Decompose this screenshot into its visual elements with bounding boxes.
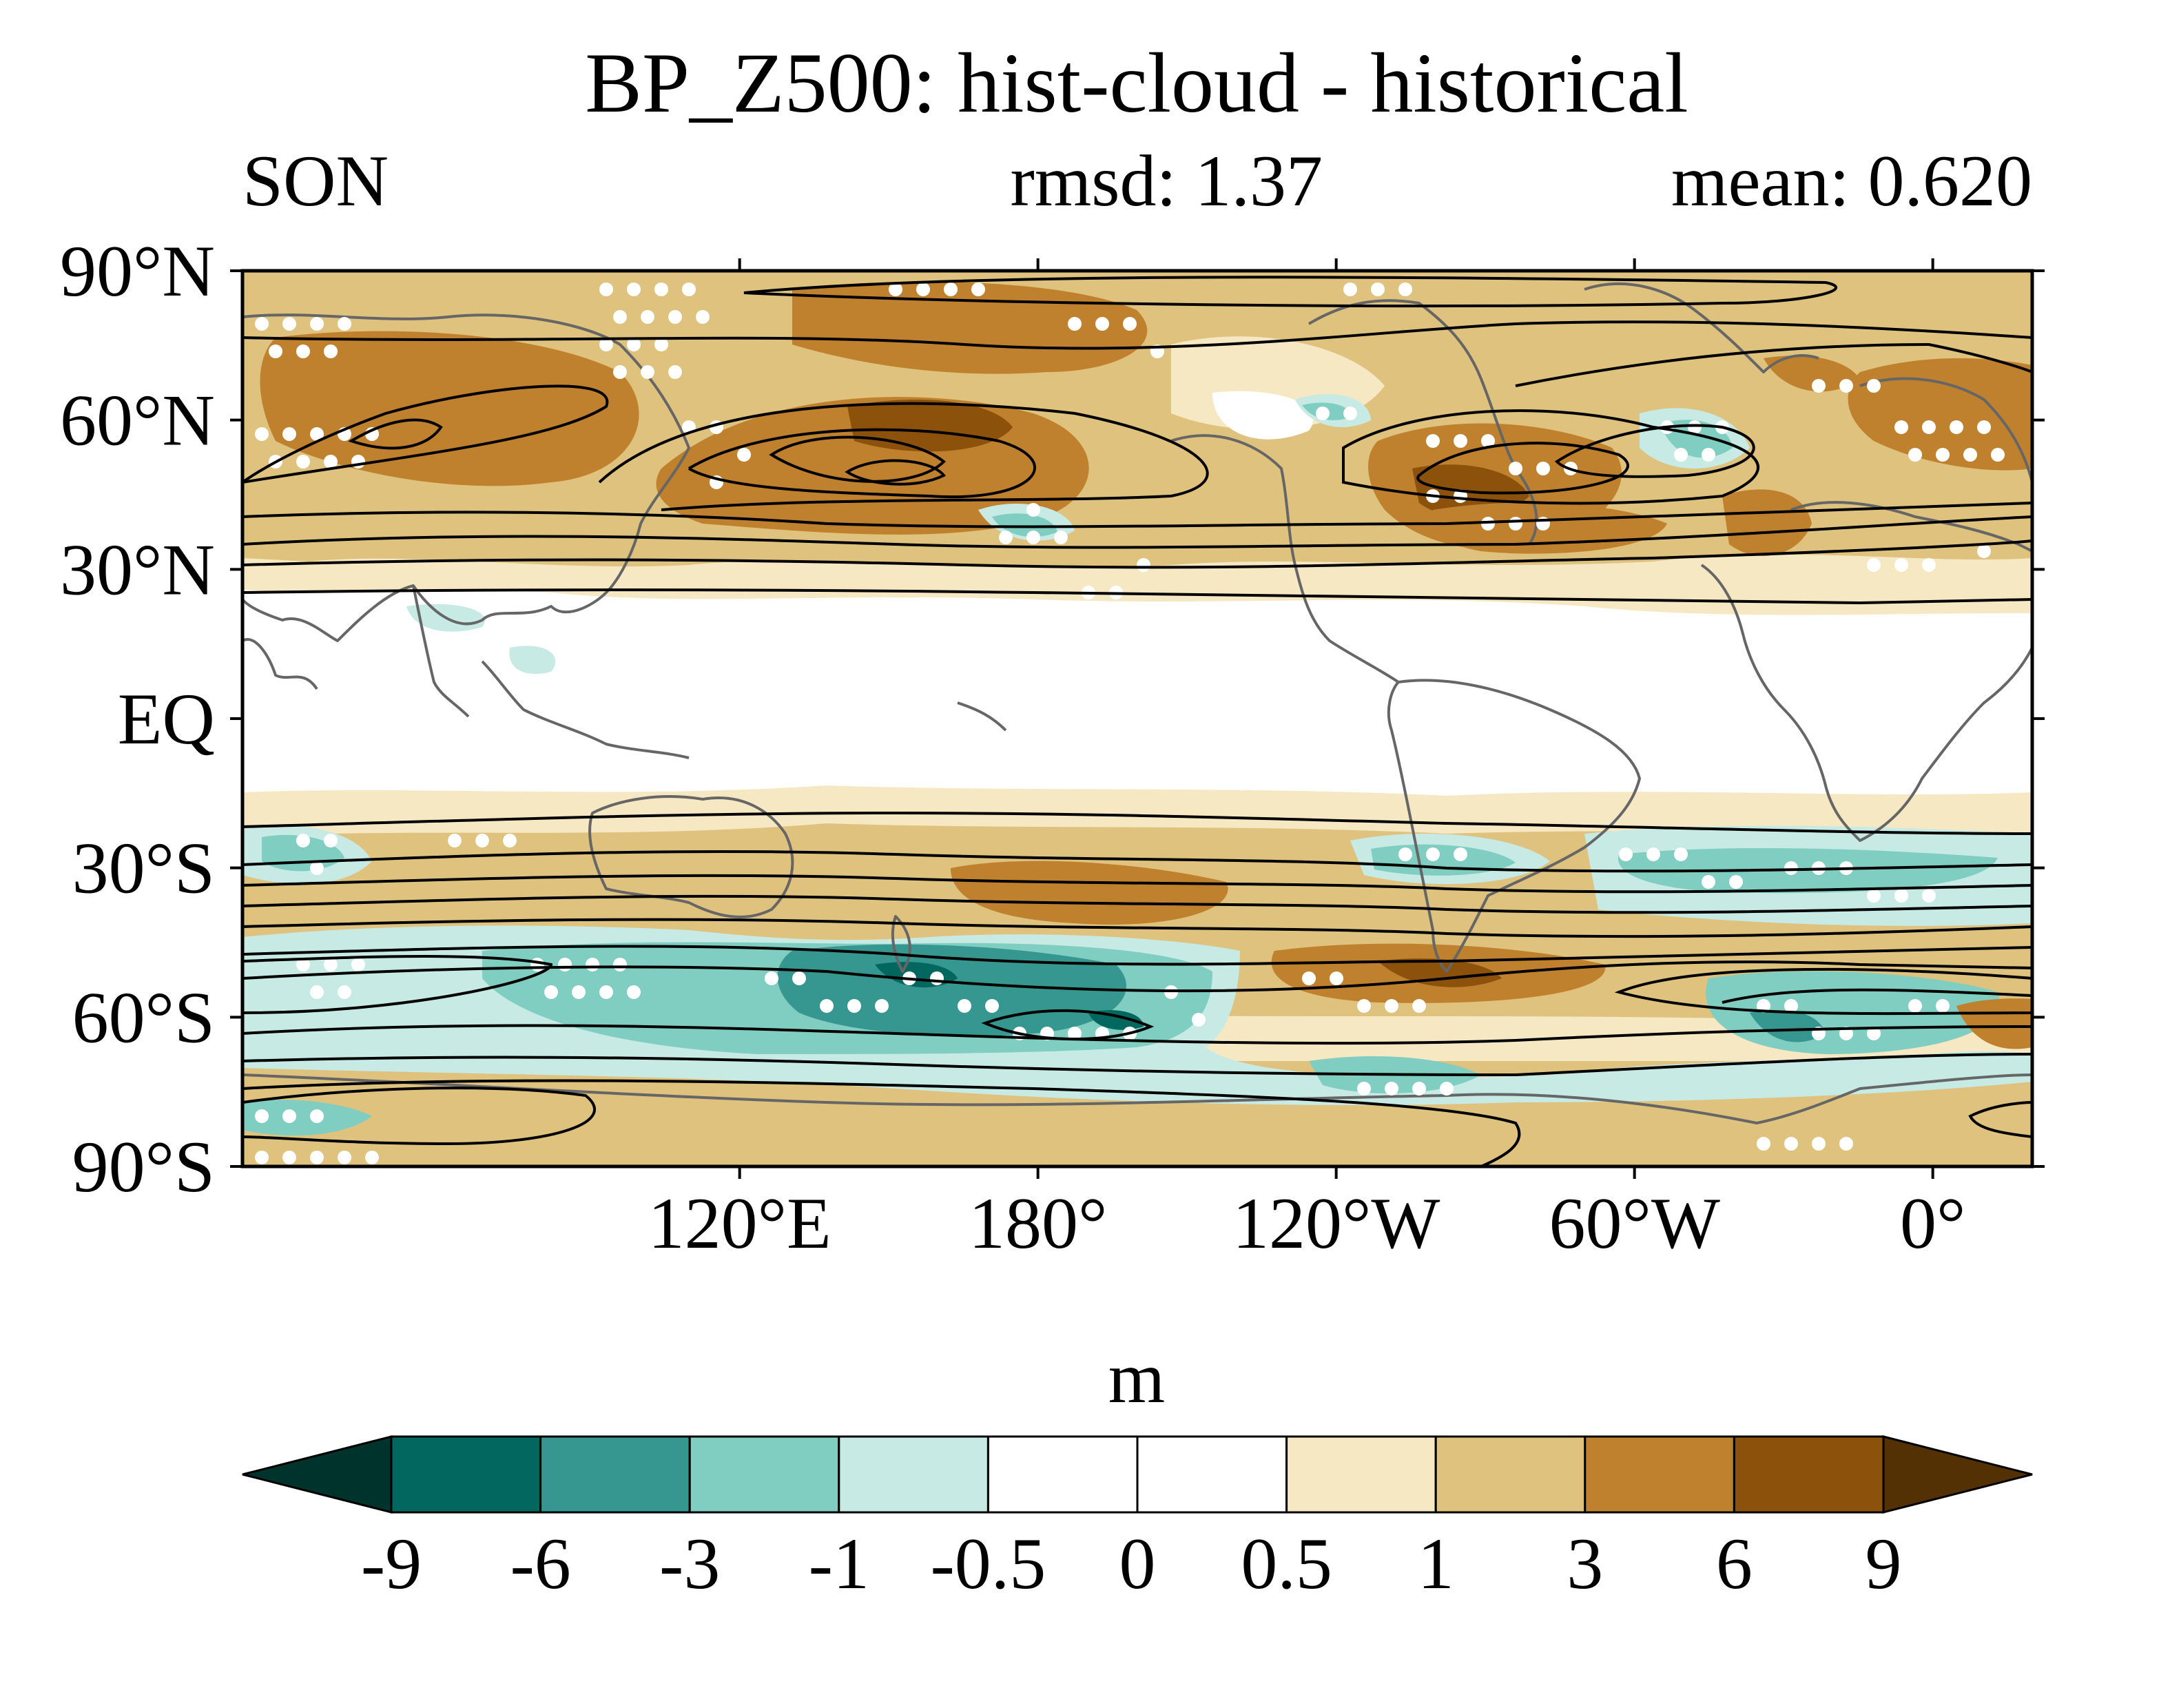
colorbar-cell xyxy=(539,1435,691,1514)
colorbar-low-extension xyxy=(242,1435,393,1514)
colorbar-level-label: -1 xyxy=(809,1523,869,1604)
colorbar-cell xyxy=(1584,1435,1735,1514)
coastlines xyxy=(242,282,2032,1124)
climatology-contours xyxy=(242,276,2032,1166)
y-tick-label: 60°N xyxy=(60,380,215,461)
nh-anomaly-fill xyxy=(242,271,2032,675)
map-ticks: 90°N 60°N 30°N EQ 30°S 60°S 90°S 120°E 180° 120°W… xyxy=(60,231,2045,1264)
colorbar-cell xyxy=(688,1435,840,1514)
colorbar-unit: m xyxy=(1108,1337,1165,1418)
figure-title: BP_Z500: hist-cloud - historical xyxy=(585,36,1688,130)
y-tick-label: EQ xyxy=(118,679,215,759)
colorbar-cells xyxy=(242,1435,2033,1514)
x-tick-label: 120°W xyxy=(1232,1183,1440,1264)
y-tick-label: 60°S xyxy=(72,977,215,1058)
map-panel: 90°N 60°N 30°N EQ 30°S 60°S 90°S 120°E 180° 120°W… xyxy=(60,231,2045,1264)
colorbar-labels: -9 -6 -3 -1 -0.5 0 0.5 1 3 6 9 xyxy=(361,1523,1902,1604)
y-tick-label: 30°N xyxy=(60,529,215,610)
colorbar-level-label: -3 xyxy=(659,1523,720,1604)
colorbar-level-label: 0 xyxy=(1119,1523,1156,1604)
x-tick-label: 120°E xyxy=(648,1183,831,1264)
colorbar-level-label: -9 xyxy=(361,1523,422,1604)
colorbar-cell xyxy=(838,1435,989,1514)
colorbar-level-label: 9 xyxy=(1866,1523,1902,1604)
colorbar-cell xyxy=(1136,1435,1288,1514)
colorbar: m -9 -6 -3 -1 -0.5 0 0.5 1 3 6 9 xyxy=(242,1337,2033,1604)
colorbar-level-label: 3 xyxy=(1567,1523,1603,1604)
colorbar-cell xyxy=(1733,1435,1885,1514)
colorbar-cell xyxy=(986,1435,1139,1514)
mean-label: mean: 0.620 xyxy=(1671,141,2032,221)
stippling xyxy=(255,282,2005,1164)
y-tick-label: 30°S xyxy=(72,828,215,909)
season-label: SON xyxy=(242,141,389,221)
x-tick-label: 60°W xyxy=(1549,1183,1719,1264)
colorbar-high-extension xyxy=(1882,1435,2033,1514)
y-tick-label: 90°S xyxy=(72,1126,215,1207)
colorbar-level-label: 0.5 xyxy=(1241,1523,1332,1604)
x-tick-label: 0° xyxy=(1900,1183,1965,1264)
colorbar-cell xyxy=(1285,1435,1437,1514)
colorbar-level-label: 1 xyxy=(1418,1523,1454,1604)
colorbar-level-label: -6 xyxy=(510,1523,570,1604)
rmsd-label: rmsd: 1.37 xyxy=(1011,141,1323,221)
colorbar-cell xyxy=(1434,1435,1587,1514)
colorbar-level-label: 6 xyxy=(1716,1523,1753,1604)
y-tick-label: 90°N xyxy=(60,231,215,311)
x-tick-label: 180° xyxy=(969,1183,1107,1264)
colorbar-cell xyxy=(390,1435,542,1514)
colorbar-level-label: -0.5 xyxy=(930,1523,1046,1604)
